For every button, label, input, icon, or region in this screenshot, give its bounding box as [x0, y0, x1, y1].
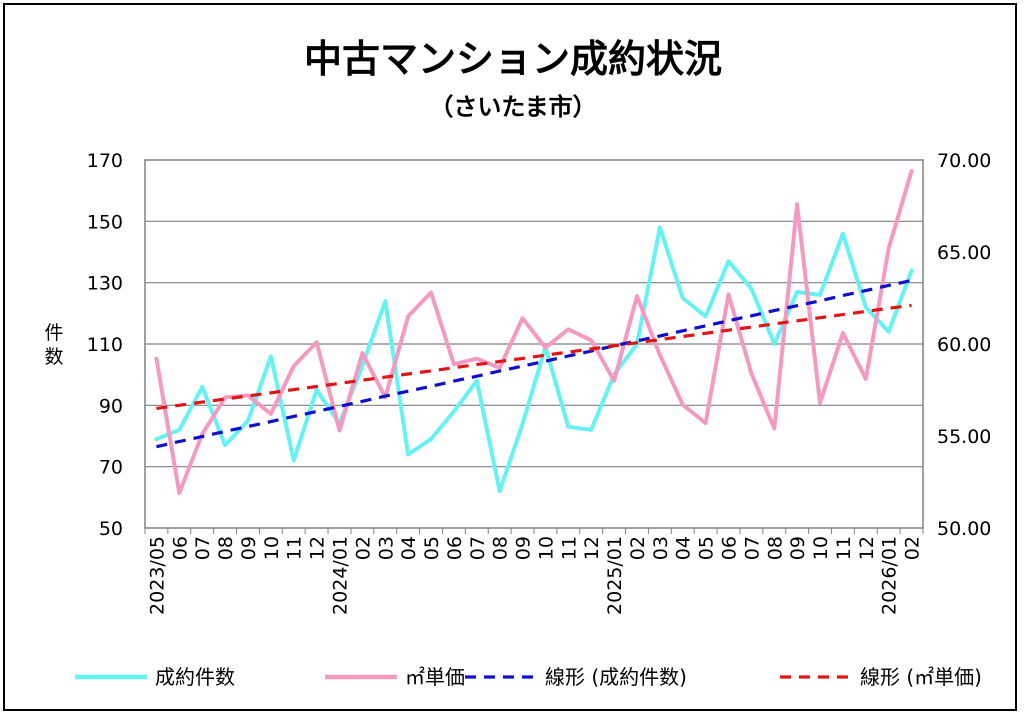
chart-frame: 中古マンション成約状況 （さいたま市） 50 70 90 110 130 150 170 5… — [3, 3, 1017, 711]
left-tick-label: 90 — [99, 395, 123, 417]
x-tick-label: 12 — [307, 536, 329, 560]
legend-label: 成約件数 — [155, 665, 235, 689]
x-tick-label: 06 — [444, 536, 466, 560]
x-tick-label: 06 — [169, 536, 191, 560]
x-tick-label: 11 — [284, 536, 306, 560]
left-tick-label: 170 — [87, 150, 123, 172]
x-tick-label: 07 — [192, 536, 214, 560]
x-tick-label: 2024/01 — [330, 536, 352, 615]
x-tick-label: 07 — [467, 536, 489, 560]
x-tick-label: 11 — [833, 536, 855, 560]
right-tick-label: 55.00 — [937, 426, 991, 448]
left-axis-label: 件数 — [44, 322, 63, 368]
x-tick-label: 04 — [398, 536, 420, 560]
series-line — [154, 225, 914, 494]
x-tick-label: 12 — [856, 536, 878, 560]
x-tick-label: 02 — [627, 536, 649, 560]
x-tick-label: 2023/05 — [146, 536, 168, 615]
series-lines — [154, 169, 914, 495]
left-axis-ticks: 50 70 90 110 130 150 170 — [87, 150, 123, 540]
x-tick-label: 08 — [215, 536, 237, 560]
right-tick-label: 65.00 — [937, 242, 991, 264]
line-chart: 中古マンション成約状況 （さいたま市） 50 70 90 110 130 150 170 5… — [44, 37, 991, 689]
right-tick-label: 50.00 — [937, 518, 991, 540]
x-tick-label: 12 — [581, 536, 603, 560]
x-tick-label: 03 — [375, 536, 397, 560]
legend-label: 線形 (㎡単価) — [860, 665, 982, 689]
left-tick-label: 150 — [87, 211, 123, 233]
x-tick-label: 09 — [238, 536, 260, 560]
x-tick-label: 07 — [741, 536, 763, 560]
x-tick-label: 11 — [558, 536, 580, 560]
left-tick-label: 110 — [87, 334, 123, 356]
x-tick-label: 09 — [513, 536, 535, 560]
legend-label: ㎡単価 — [405, 665, 465, 689]
right-tick-label: 70.00 — [937, 150, 991, 172]
left-tick-label: 50 — [99, 518, 123, 540]
x-tick-label: 2025/01 — [604, 536, 626, 615]
x-tick-label: 05 — [696, 536, 718, 560]
x-tick-label: 06 — [719, 536, 741, 560]
x-tick-label: 10 — [535, 536, 557, 560]
series-line — [156, 278, 912, 449]
chart-title: 中古マンション成約状況 — [304, 37, 722, 81]
series-line — [156, 303, 912, 410]
right-axis-ticks: 50.00 55.00 60.00 65.00 70.00 — [937, 150, 991, 540]
x-tick-label: 02 — [902, 536, 924, 560]
series-line — [154, 169, 914, 495]
x-tick-label: 05 — [421, 536, 443, 560]
x-tick-label: 08 — [764, 536, 786, 560]
x-tick-label: 10 — [261, 536, 283, 560]
right-tick-label: 60.00 — [937, 334, 991, 356]
x-tick-label: 08 — [490, 536, 512, 560]
chart-subtitle: （さいたま市） — [429, 93, 596, 121]
legend-label: 線形 (成約件数) — [545, 665, 687, 689]
x-tick-label: 10 — [810, 536, 832, 560]
x-axis-ticks: 2023/05 06 07 08 09 10 11 12 2024/01 02 03 04 05 06 07… — [144, 528, 924, 615]
x-tick-label: 09 — [787, 536, 809, 560]
x-tick-label: 03 — [650, 536, 672, 560]
legend: 成約件数 ㎡単価 線形 (成約件数) 線形 (㎡単価) — [75, 665, 982, 689]
x-tick-label: 2026/01 — [879, 536, 901, 615]
x-tick-label: 02 — [352, 536, 374, 560]
left-tick-label: 130 — [87, 273, 123, 295]
x-tick-label: 04 — [673, 536, 695, 560]
left-tick-label: 70 — [99, 457, 123, 479]
gridlines — [145, 220, 923, 468]
